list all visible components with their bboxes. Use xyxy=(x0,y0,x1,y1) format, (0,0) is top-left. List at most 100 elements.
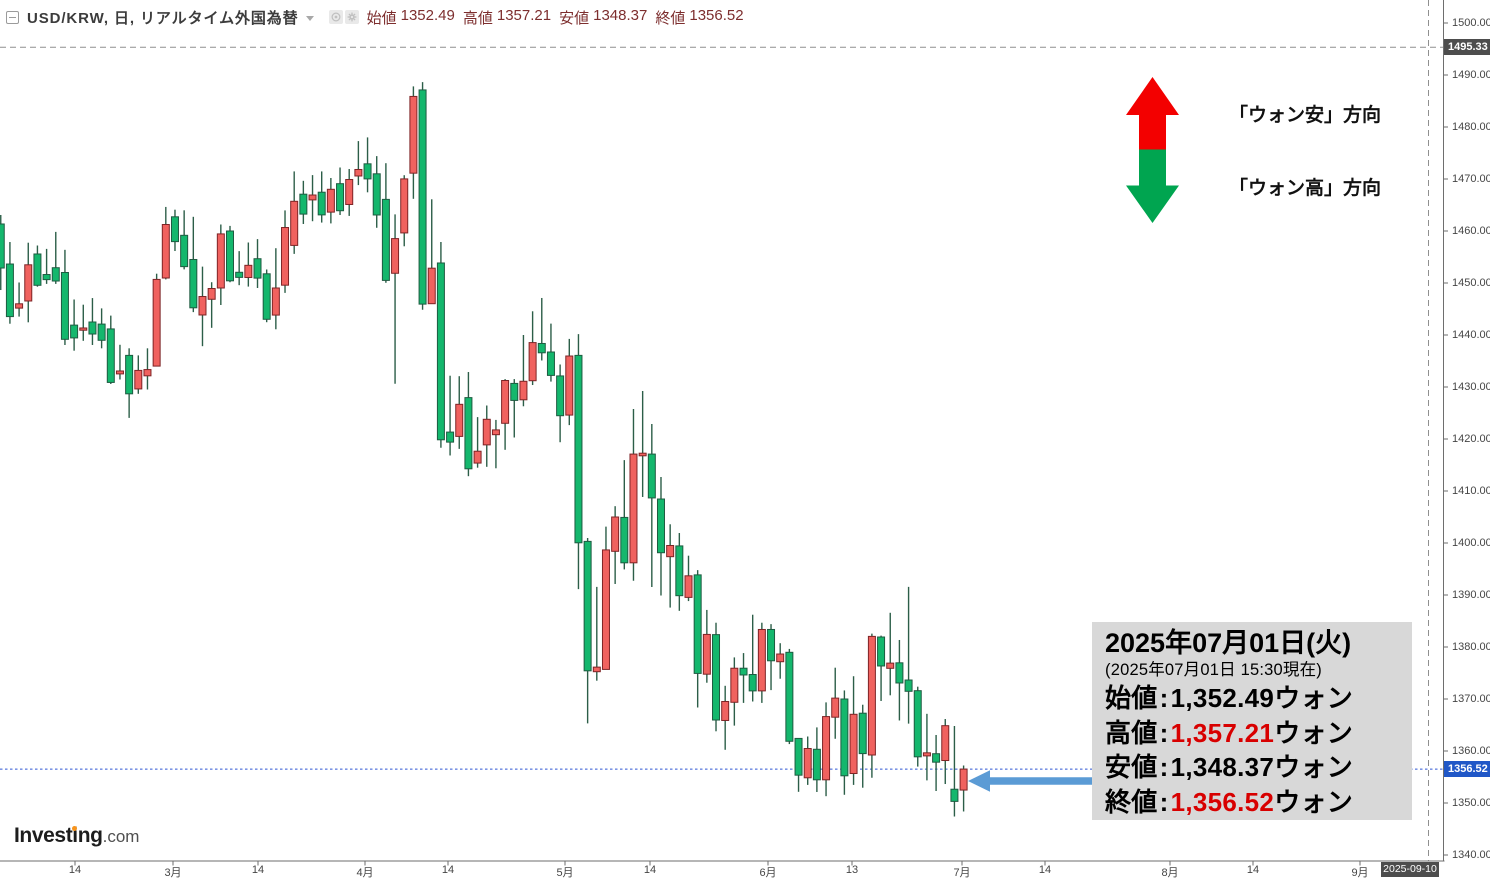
candle-body xyxy=(510,382,519,401)
candle-body xyxy=(867,635,876,756)
candle-body xyxy=(70,324,79,339)
time-tick-label: 7月 xyxy=(953,867,971,879)
candle-body xyxy=(170,216,179,243)
settings-button[interactable] xyxy=(344,10,359,24)
time-tick-label: 14 xyxy=(643,864,657,876)
ohlc-readout: 始値 1352.49 高値 1357.21 安値 1348.37 終値 1356.52 xyxy=(367,7,752,28)
candle-body xyxy=(381,198,390,281)
time-tick-label: 14 xyxy=(441,864,455,876)
candle-body xyxy=(712,634,721,721)
candle-body xyxy=(115,370,124,375)
price-tick-label: 1370.00 xyxy=(1452,693,1490,705)
time-tick-label: 4月 xyxy=(356,867,374,879)
price-tick-label: 1470.00 xyxy=(1452,173,1490,185)
candle-body xyxy=(198,296,207,316)
candle-body xyxy=(684,575,693,598)
price-direction-legend-arrow xyxy=(1126,77,1179,223)
candle-body xyxy=(180,234,189,268)
logo-wordmark: Investing xyxy=(14,824,103,847)
candle-body xyxy=(473,450,482,464)
candle-body xyxy=(281,227,290,286)
down-arrow-icon xyxy=(1126,149,1179,223)
symbol-title[interactable]: USD/KRW, 日, リアルタイム外国為替 xyxy=(27,9,299,27)
candle-body xyxy=(400,178,409,234)
quote-label: 高値 xyxy=(462,9,493,27)
candle-body xyxy=(922,752,931,757)
candle-body xyxy=(656,498,665,554)
gear-icon xyxy=(347,12,356,22)
candle-body xyxy=(97,323,106,341)
candle-body xyxy=(913,690,922,758)
price-tick-label: 1400.00 xyxy=(1452,537,1490,549)
candle-body xyxy=(299,193,308,215)
annotation-row: 安値:1,348.37ウォン xyxy=(1105,752,1354,782)
candle-body xyxy=(418,89,427,305)
candle-body xyxy=(372,173,381,216)
candle-body xyxy=(565,355,574,416)
caret-down-icon[interactable] xyxy=(305,15,314,21)
collapse-icon[interactable] xyxy=(6,10,19,24)
time-tick-label: 5月 xyxy=(556,867,574,879)
time-tick-label: 14 xyxy=(1038,864,1052,876)
candle-body xyxy=(161,224,170,279)
time-tick-label: 8月 xyxy=(1161,867,1179,879)
annotation-row: 始値:1,352.49ウォン xyxy=(1105,683,1354,713)
time-tick-label: 9月 xyxy=(1351,867,1369,879)
price-tick-label: 1450.00 xyxy=(1452,277,1490,289)
quote-item: 安値 1348.37 xyxy=(559,7,647,28)
candle-body xyxy=(528,342,537,382)
candle-body xyxy=(106,328,115,383)
candle-body xyxy=(721,700,730,721)
level-price-badge: 1495.33 xyxy=(1444,39,1490,56)
candle-body xyxy=(959,768,968,791)
annotation-row: 終値:1,356.52ウォン xyxy=(1105,786,1354,817)
investing-com-logo[interactable]: Investing.com xyxy=(14,824,139,848)
candle-body xyxy=(290,200,299,246)
quote-item: 始値 1352.49 xyxy=(367,7,455,28)
candle-body xyxy=(831,697,840,718)
candle-body xyxy=(189,258,198,309)
price-tick-label: 1360.00 xyxy=(1452,745,1490,757)
candle-body xyxy=(33,253,42,286)
candle-body xyxy=(601,549,610,670)
time-tick-label: 14 xyxy=(1246,864,1260,876)
candle-body xyxy=(895,662,904,684)
candle-body xyxy=(51,267,60,282)
candle-body xyxy=(803,748,812,779)
candle-body xyxy=(42,274,51,281)
candle-body xyxy=(363,163,372,180)
grid-lines xyxy=(0,0,1444,861)
time-tick-label: 14 xyxy=(68,864,82,876)
price-tick-label: 1460.00 xyxy=(1452,225,1490,237)
time-tick-label: 14 xyxy=(251,864,265,876)
last-price-badge: 1356.52 xyxy=(1444,761,1490,778)
price-tick-label: 1420.00 xyxy=(1452,433,1490,445)
candle-body xyxy=(519,380,528,401)
time-tick-label: 6月 xyxy=(759,867,777,879)
candle-body xyxy=(748,674,757,692)
won-weak-direction-label: 「ウォン安」方向 xyxy=(1229,105,1382,126)
candle-body xyxy=(877,636,886,667)
candle-body xyxy=(317,191,326,216)
price-tick-label: 1350.00 xyxy=(1452,797,1490,809)
candle-body xyxy=(739,667,748,676)
candle-body xyxy=(308,194,317,201)
indicator-button[interactable] xyxy=(328,10,343,24)
crosshair-date-badge: 2025-09-10 xyxy=(1381,862,1439,877)
quote-value: 1348.37 xyxy=(593,6,648,24)
candle-body xyxy=(79,327,88,331)
price-tick-label: 1440.00 xyxy=(1452,329,1490,341)
candle-body xyxy=(207,288,216,300)
candle-body xyxy=(0,223,5,269)
price-tick-label: 1500.00 xyxy=(1452,17,1490,29)
axis-frame xyxy=(0,0,1448,866)
candle-body xyxy=(840,698,849,777)
candle-body xyxy=(336,183,345,212)
time-tick-label: 3月 xyxy=(164,867,182,879)
price-tick-label: 1490.00 xyxy=(1452,69,1490,81)
quote-label: 安値 xyxy=(559,9,590,27)
candle-body xyxy=(822,716,831,781)
won-strong-direction-label: 「ウォン高」方向 xyxy=(1229,178,1382,199)
